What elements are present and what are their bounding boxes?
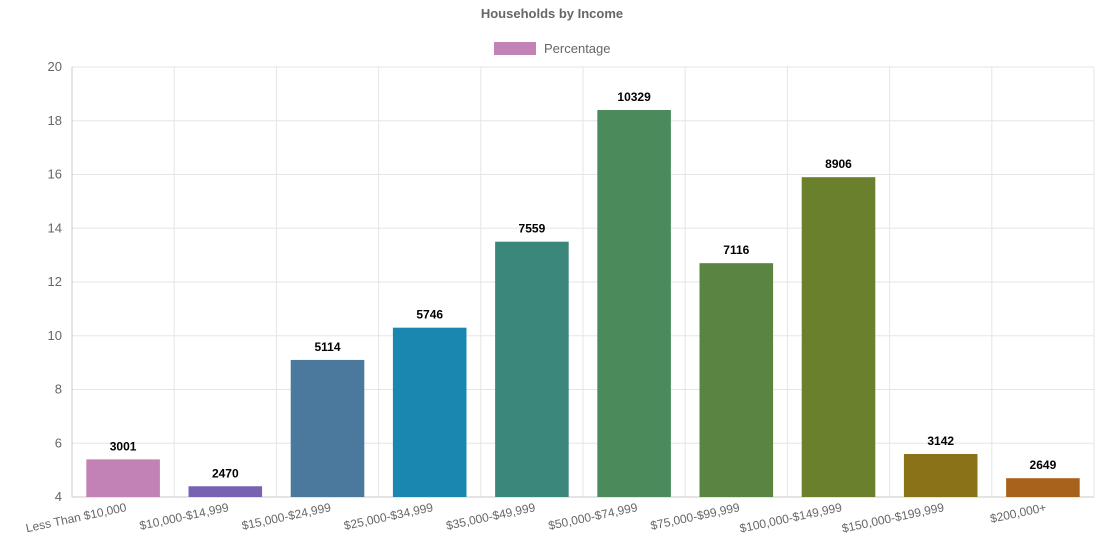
x-axis-ticks: Less Than $10,000 $10,000-$14,999 $15,000-… (25, 500, 1048, 535)
bar[interactable] (392, 327, 467, 497)
bar[interactable] (597, 110, 671, 497)
bar[interactable] (86, 459, 160, 497)
x-tick-label: Less Than $10,000 (25, 500, 129, 535)
bar[interactable] (699, 263, 774, 497)
legend-swatch (494, 42, 536, 55)
y-tick-label: 10 (48, 328, 62, 343)
data-label: 7116 (723, 243, 749, 257)
data-label: 2470 (212, 466, 239, 480)
data-label: 2649 (1030, 458, 1057, 472)
x-tick-label: $25,000-$34,999 (343, 500, 435, 533)
x-tick-label: $75,000-$99,999 (649, 500, 741, 533)
bar[interactable] (801, 177, 876, 497)
x-tick-label: $50,000-$74,999 (547, 500, 639, 533)
bars (86, 110, 1080, 497)
y-tick-label: 4 (55, 489, 62, 504)
y-tick-label: 8 (55, 382, 62, 397)
data-label: 10329 (617, 90, 651, 104)
data-label: 3001 (110, 439, 137, 453)
y-axis-ticks: 4 6 8 10 12 14 16 18 20 (48, 59, 62, 504)
data-label: 8906 (825, 157, 852, 171)
bar[interactable] (903, 454, 978, 497)
x-tick-label: $200,000+ (989, 500, 1048, 526)
y-tick-label: 14 (48, 220, 62, 235)
x-tick-label: $150,000-$199,999 (841, 500, 946, 535)
y-tick-label: 16 (48, 167, 62, 182)
x-tick-label: $100,000-$149,999 (738, 500, 843, 535)
x-tick-label: $15,000-$24,999 (240, 500, 332, 533)
bar[interactable] (1006, 478, 1080, 497)
chart-title: Households by Income (481, 6, 623, 21)
y-tick-label: 20 (48, 59, 62, 74)
x-tick-label: $10,000-$14,999 (138, 500, 230, 533)
x-tick-label: $35,000-$49,999 (445, 500, 537, 533)
bar[interactable] (290, 359, 365, 497)
data-label: 5114 (314, 340, 340, 354)
y-tick-label: 12 (48, 274, 62, 289)
data-label: 3142 (927, 434, 954, 448)
gridlines (71, 66, 1095, 498)
data-label: 7559 (519, 222, 546, 236)
legend[interactable]: Percentage (494, 41, 611, 56)
y-tick-label: 6 (55, 435, 62, 450)
data-labels: 3001 2470 5114 5746 7559 10329 7116 8906 3142 264… (110, 90, 1057, 480)
legend-label: Percentage (544, 41, 611, 56)
y-tick-label: 18 (48, 113, 62, 128)
data-label: 5746 (416, 308, 443, 322)
bar[interactable] (188, 486, 263, 497)
bar[interactable] (495, 241, 569, 497)
